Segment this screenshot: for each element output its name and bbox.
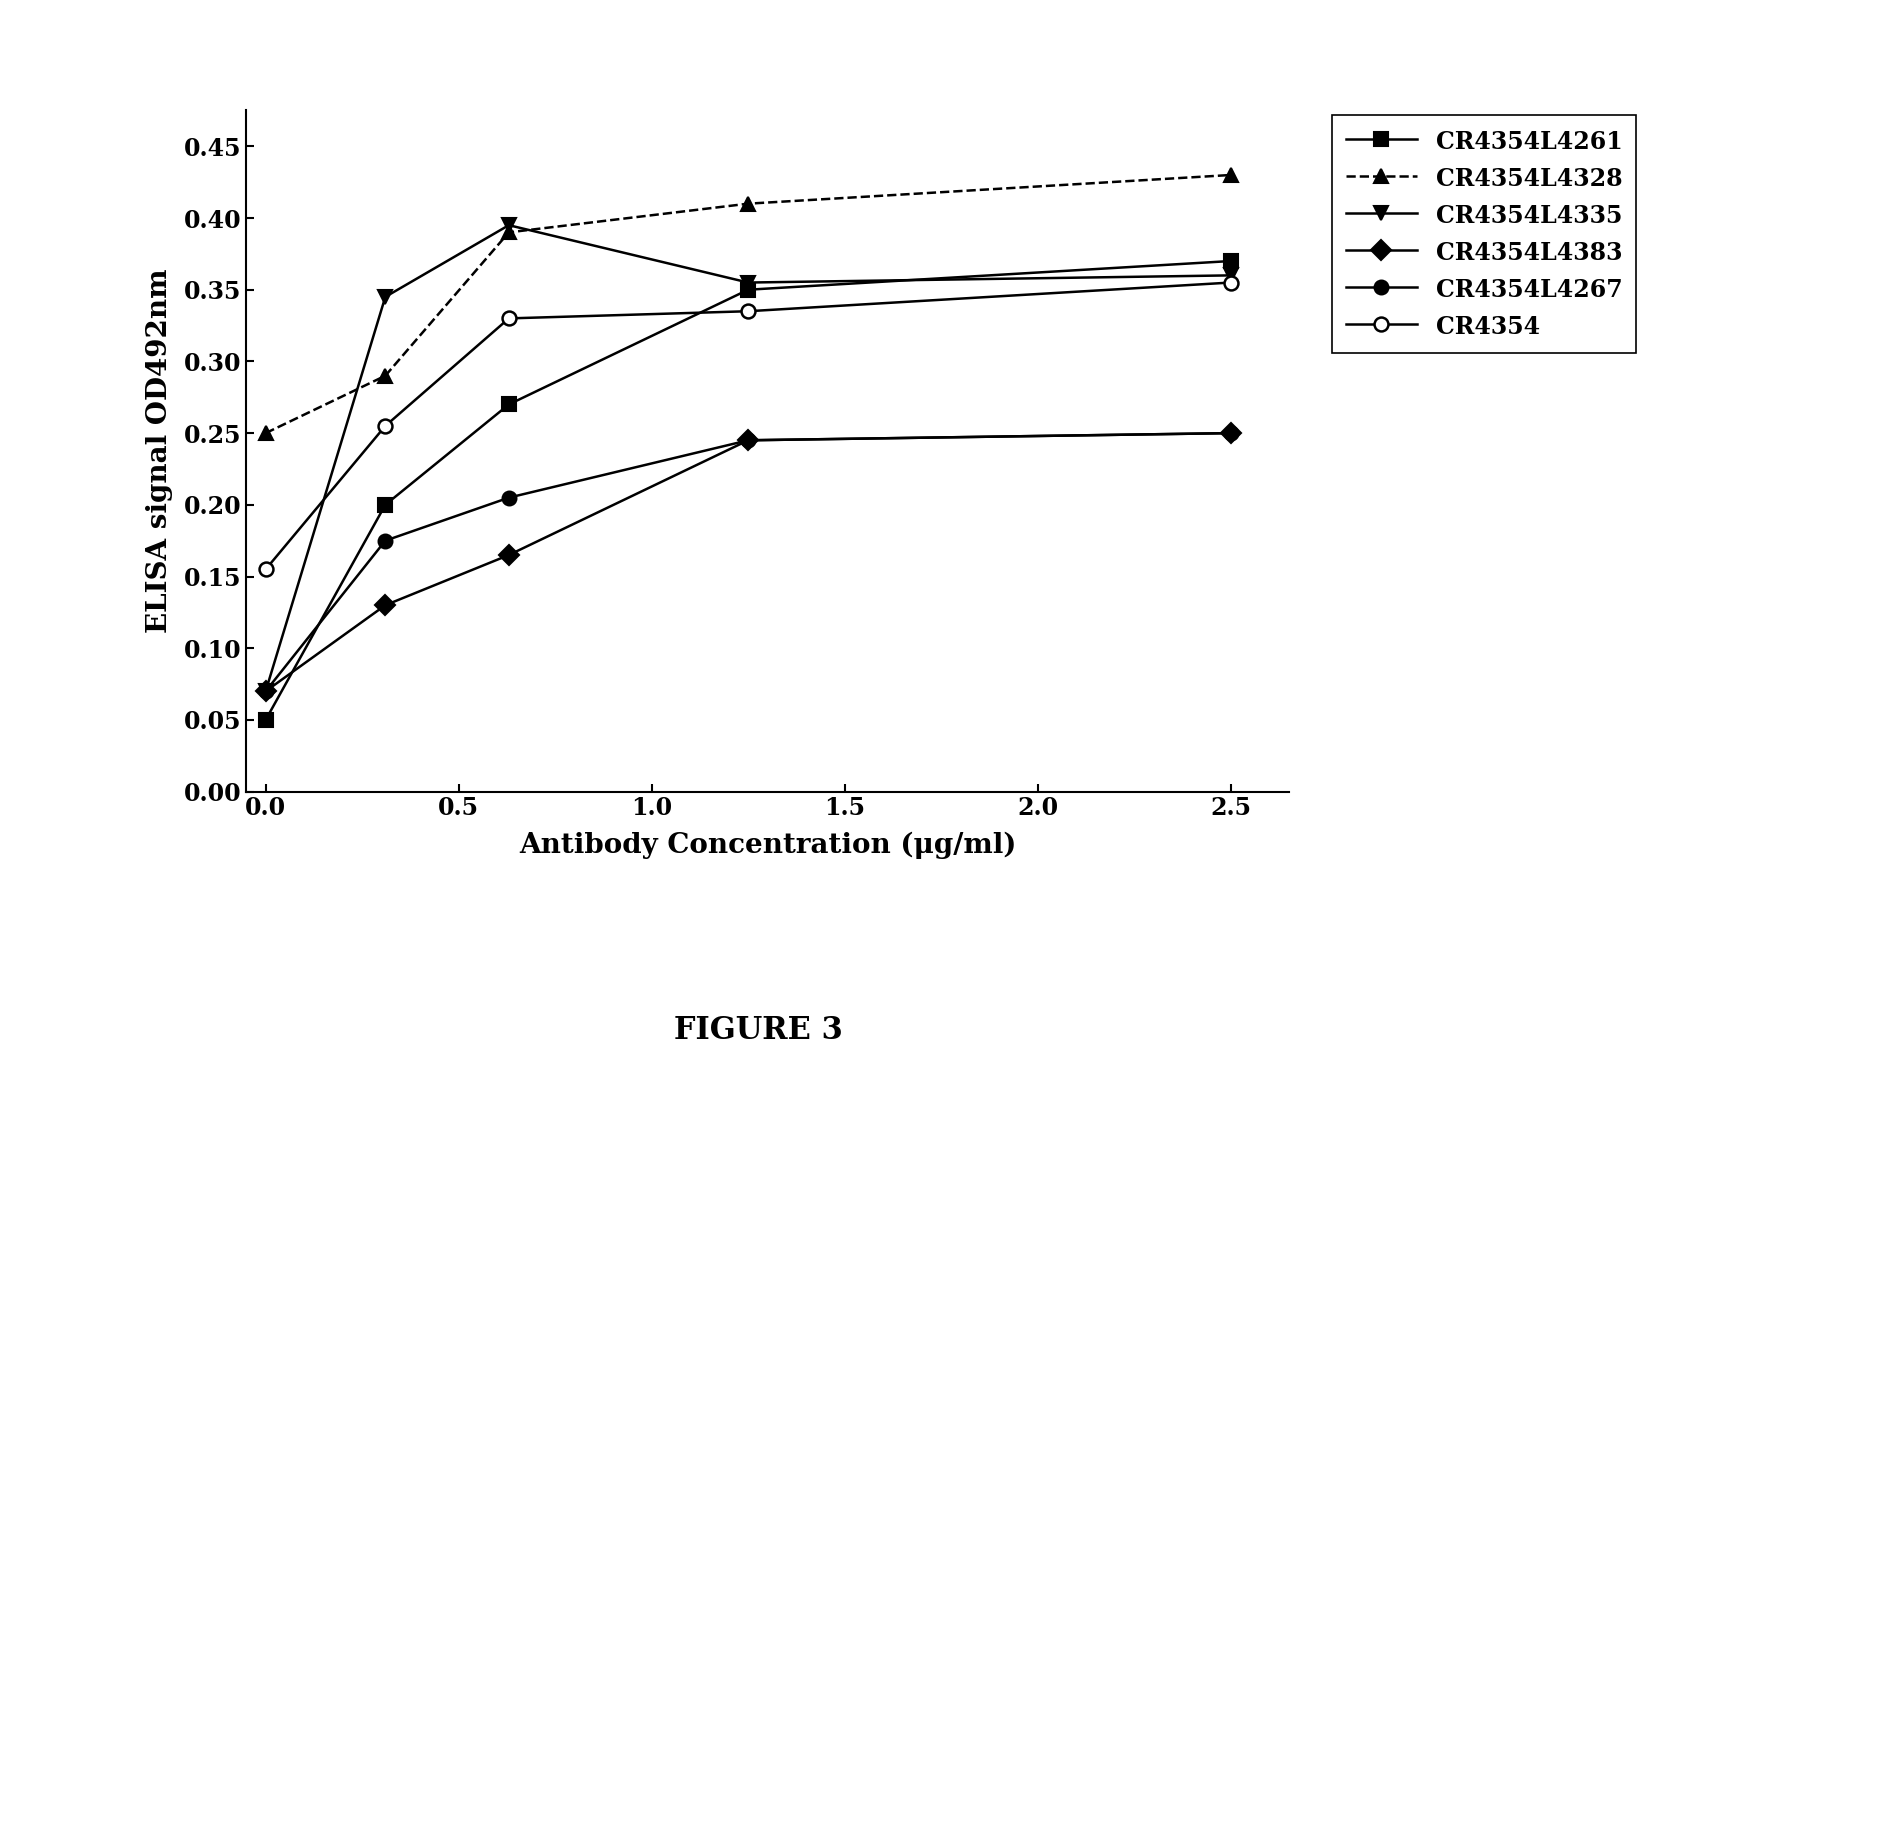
CR4354	[373, 414, 396, 436]
Text: FIGURE 3: FIGURE 3	[673, 1016, 843, 1046]
X-axis label: Antibody Concentration (μg/ml): Antibody Concentration (μg/ml)	[519, 832, 1016, 860]
CR4354L4335	[1218, 265, 1241, 287]
CR4354L4328	[254, 422, 277, 444]
CR4354L4261	[373, 493, 396, 515]
CR4354L4383	[737, 429, 760, 451]
CR4354L4261	[1218, 250, 1241, 272]
CR4354L4328	[737, 193, 760, 215]
CR4354L4335	[737, 271, 760, 293]
Line: CR4354L4328: CR4354L4328	[260, 168, 1237, 440]
CR4354L4261	[737, 278, 760, 300]
CR4354L4267	[254, 679, 277, 701]
CR4354L4261	[498, 394, 521, 416]
CR4354L4328	[373, 365, 396, 387]
Line: CR4354L4267: CR4354L4267	[260, 425, 1237, 698]
Line: CR4354L4335: CR4354L4335	[260, 219, 1237, 698]
CR4354L4328	[498, 221, 521, 243]
CR4354L4267	[373, 530, 396, 552]
CR4354L4261	[254, 709, 277, 731]
CR4354	[737, 300, 760, 322]
CR4354L4335	[498, 214, 521, 236]
CR4354L4335	[254, 679, 277, 701]
Line: CR4354L4261: CR4354L4261	[260, 254, 1237, 727]
CR4354	[1218, 271, 1241, 293]
CR4354L4267	[1218, 422, 1241, 444]
CR4354L4267	[498, 486, 521, 508]
CR4354	[498, 307, 521, 330]
CR4354L4383	[373, 595, 396, 617]
Line: CR4354L4383: CR4354L4383	[260, 425, 1237, 698]
CR4354L4267	[737, 429, 760, 451]
CR4354L4383	[254, 679, 277, 701]
CR4354L4335	[373, 285, 396, 307]
Line: CR4354: CR4354	[260, 276, 1237, 576]
CR4354L4383	[498, 543, 521, 565]
CR4354L4383	[1218, 422, 1241, 444]
Legend: CR4354L4261, CR4354L4328, CR4354L4335, CR4354L4383, CR4354L4267, CR4354: CR4354L4261, CR4354L4328, CR4354L4335, C…	[1332, 116, 1637, 353]
CR4354L4328	[1218, 164, 1241, 186]
CR4354	[254, 558, 277, 580]
Y-axis label: ELISA signal OD492nm: ELISA signal OD492nm	[146, 269, 172, 633]
